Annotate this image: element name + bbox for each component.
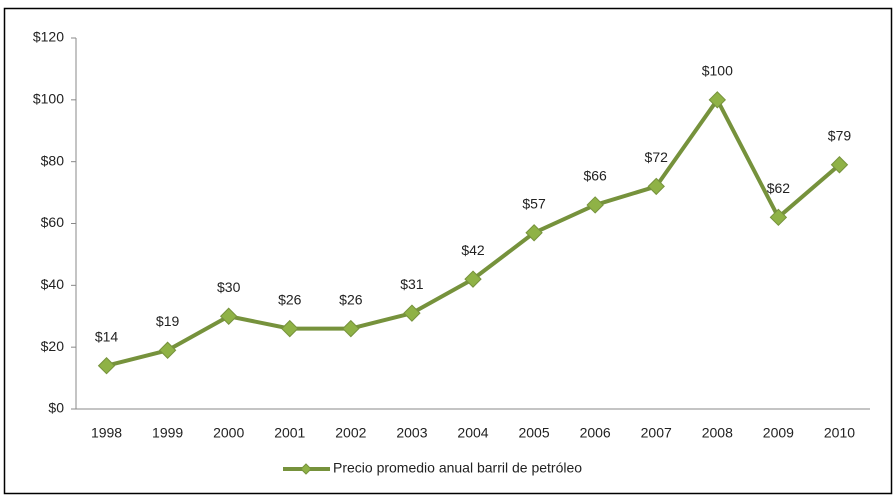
- data-point: [525, 224, 543, 242]
- legend-marker: [300, 463, 312, 475]
- data-point: [342, 319, 360, 338]
- data-label: $42: [461, 242, 485, 258]
- x-tick-label: 2008: [702, 425, 733, 441]
- data-label: $57: [522, 195, 546, 211]
- data-point: [403, 304, 421, 322]
- data-label: $14: [95, 328, 119, 344]
- data-label: $72: [645, 149, 669, 165]
- x-tick-label: 2003: [396, 425, 427, 441]
- y-tick-label: $40: [41, 276, 65, 292]
- x-tick-label: 2001: [274, 425, 305, 441]
- data-label: $19: [156, 313, 180, 329]
- x-tick-label: 1999: [152, 425, 183, 441]
- data-point: [464, 270, 482, 288]
- y-tick-label: $120: [33, 29, 64, 45]
- data-point: [219, 307, 238, 325]
- data-point: [769, 208, 788, 227]
- data-point: [586, 196, 604, 214]
- data-label: $100: [702, 63, 733, 79]
- data-point: [97, 357, 116, 375]
- y-tick-label: $80: [41, 152, 65, 168]
- x-tick-label: 2002: [335, 425, 366, 441]
- chart-frame: [3, 7, 893, 495]
- data-point: [708, 91, 727, 109]
- legend-label: Precio promedio anual barril de petróleo: [333, 460, 582, 476]
- data-point: [830, 156, 849, 174]
- y-tick-label: $60: [41, 214, 65, 230]
- x-tick-label: 2007: [641, 425, 672, 441]
- data-point: [281, 319, 299, 338]
- x-tick-label: 2004: [457, 425, 488, 441]
- data-label: $62: [767, 180, 791, 196]
- data-label: $66: [583, 168, 607, 184]
- data-label: $26: [339, 291, 363, 307]
- x-tick-label: 2006: [580, 425, 611, 441]
- series-line: [106, 97, 841, 368]
- data-point: [158, 341, 177, 359]
- data-point: [647, 177, 665, 196]
- y-tick-label: $20: [41, 338, 65, 354]
- x-tick-label: 1998: [91, 425, 122, 441]
- y-tick-label: $0: [48, 400, 64, 416]
- y-tick-label: $100: [33, 91, 64, 107]
- data-label: $31: [400, 276, 424, 292]
- data-label: $26: [278, 291, 302, 307]
- x-tick-label: 2005: [518, 425, 549, 441]
- data-label: $79: [828, 127, 852, 143]
- x-tick-label: 2009: [763, 425, 794, 441]
- data-label: $30: [217, 279, 241, 295]
- x-tick-label: 2010: [824, 425, 855, 441]
- x-tick-label: 2000: [213, 425, 244, 441]
